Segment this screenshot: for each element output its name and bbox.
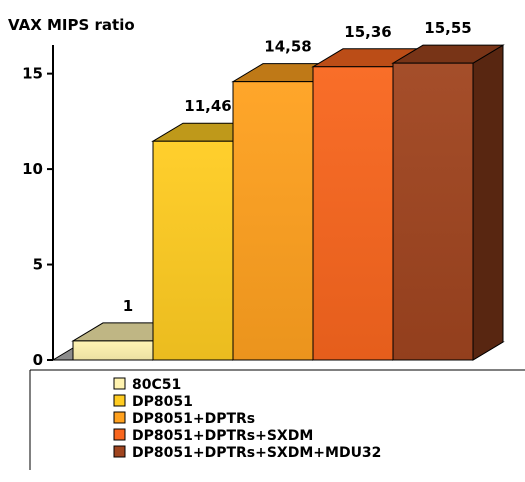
bar-front [392, 62, 474, 361]
y-tick-label: 0 [33, 351, 43, 369]
bar-front [152, 140, 234, 361]
legend: 80C51DP8051DP8051+DPTRsDP8051+DPTRs+SXDM… [29, 369, 525, 470]
legend-label: DP8051+DPTRs+SXDM+MDU32 [132, 445, 381, 461]
legend-entry: DP8051+DPTRs+SXDM+MDU32 [113, 445, 381, 461]
legend-entry: DP8051 [113, 394, 193, 410]
chart-title: VAX MIPS ratio [8, 16, 135, 34]
legend-entry: 80C51 [113, 377, 181, 393]
data-label: 15,36 [344, 23, 391, 41]
legend-label: DP8051 [132, 394, 193, 410]
legend-swatch [113, 428, 126, 441]
legend-swatch [113, 377, 126, 390]
legend-entry: DP8051+DPTRs+SXDM [113, 428, 313, 444]
bar-front [232, 81, 314, 361]
legend-entry: DP8051+DPTRs [113, 411, 255, 427]
data-labels: 1 11,46 14,58 15,36 15,55 [123, 19, 472, 315]
y-tick-label: 15 [22, 65, 43, 83]
bars [71, 44, 505, 361]
data-label: 1 [123, 297, 133, 315]
data-label: 15,55 [424, 19, 471, 37]
legend-label: DP8051+DPTRs+SXDM [132, 428, 313, 444]
bar-front [72, 340, 154, 361]
bar-front [312, 66, 394, 361]
bar [391, 44, 505, 361]
bar-side [472, 44, 504, 361]
legend-swatch [113, 445, 126, 458]
data-label: 11,46 [184, 97, 231, 115]
legend-swatch [113, 411, 126, 424]
legend-label: 80C51 [132, 377, 181, 393]
y-tick-label: 5 [33, 256, 43, 274]
y-tick-label: 10 [22, 160, 43, 178]
data-label: 14,58 [264, 38, 311, 56]
legend-label: DP8051+DPTRs [132, 411, 255, 427]
legend-swatch [113, 394, 126, 407]
y-axis: 0 5 10 15 [22, 45, 54, 369]
